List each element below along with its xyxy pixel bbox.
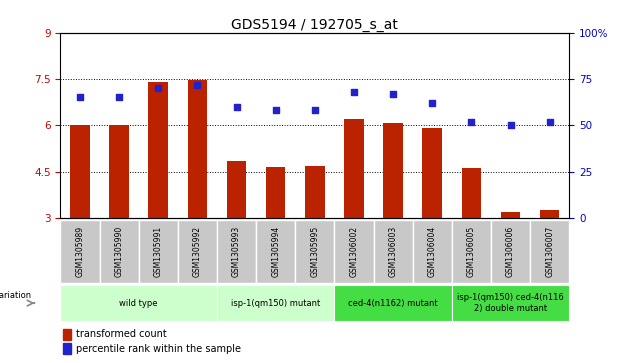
Text: GSM1306007: GSM1306007: [545, 226, 554, 277]
Bar: [70, 125, 90, 218]
Bar: [295, 220, 335, 283]
Point: [427, 100, 438, 106]
Bar: [178, 220, 217, 283]
Bar: [63, 343, 71, 354]
Bar: [422, 128, 442, 218]
Text: transformed count: transformed count: [76, 329, 167, 339]
Text: GSM1306003: GSM1306003: [389, 226, 398, 277]
Point: [388, 91, 398, 97]
Text: GSM1305992: GSM1305992: [193, 226, 202, 277]
Text: GSM1305995: GSM1305995: [310, 226, 319, 277]
Bar: [384, 123, 403, 218]
Bar: [452, 220, 491, 283]
Point: [544, 119, 555, 125]
Point: [192, 82, 202, 87]
Bar: [335, 285, 452, 321]
Bar: [60, 220, 100, 283]
Text: GSM1305991: GSM1305991: [154, 226, 163, 277]
Bar: [373, 220, 413, 283]
Bar: [217, 220, 256, 283]
Bar: [540, 210, 560, 218]
Bar: [217, 285, 335, 321]
Bar: [227, 161, 246, 218]
Point: [232, 104, 242, 110]
Point: [153, 85, 163, 91]
Point: [506, 122, 516, 128]
Bar: [305, 166, 324, 218]
Text: wild type: wild type: [120, 299, 158, 307]
Text: GSM1306002: GSM1306002: [349, 226, 359, 277]
Bar: [344, 119, 364, 218]
Bar: [266, 167, 286, 218]
Text: GSM1305989: GSM1305989: [76, 226, 85, 277]
Bar: [139, 220, 178, 283]
Bar: [530, 220, 569, 283]
Text: genotype/variation: genotype/variation: [0, 291, 31, 299]
Bar: [452, 285, 569, 321]
Bar: [335, 220, 373, 283]
Point: [310, 107, 320, 113]
Point: [75, 95, 85, 101]
Bar: [491, 220, 530, 283]
Text: GSM1306006: GSM1306006: [506, 226, 515, 277]
Text: GSM1305993: GSM1305993: [232, 226, 241, 277]
Text: ced-4(n1162) mutant: ced-4(n1162) mutant: [349, 299, 438, 307]
Text: isp-1(qm150) ced-4(n116
2) double mutant: isp-1(qm150) ced-4(n116 2) double mutant: [457, 293, 564, 313]
Title: GDS5194 / 192705_s_at: GDS5194 / 192705_s_at: [232, 18, 398, 32]
Text: GSM1305994: GSM1305994: [271, 226, 280, 277]
Bar: [188, 81, 207, 218]
Bar: [60, 285, 217, 321]
Bar: [413, 220, 452, 283]
Bar: [462, 168, 481, 218]
Point: [114, 95, 124, 101]
Point: [270, 107, 280, 113]
Point: [466, 119, 476, 125]
Bar: [501, 212, 520, 218]
Text: GSM1305990: GSM1305990: [114, 226, 123, 277]
Text: isp-1(qm150) mutant: isp-1(qm150) mutant: [231, 299, 321, 307]
Bar: [256, 220, 295, 283]
Bar: [148, 82, 168, 218]
Bar: [100, 220, 139, 283]
Text: GSM1306004: GSM1306004: [428, 226, 437, 277]
Text: percentile rank within the sample: percentile rank within the sample: [76, 344, 240, 354]
Point: [349, 89, 359, 95]
Bar: [109, 125, 129, 218]
Bar: [63, 329, 71, 340]
Text: GSM1306005: GSM1306005: [467, 226, 476, 277]
